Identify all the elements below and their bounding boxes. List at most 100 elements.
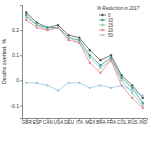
series-point bbox=[36, 21, 38, 23]
series-point bbox=[57, 89, 59, 91]
y-tick-label: 0.2 bbox=[12, 27, 19, 33]
series-point bbox=[142, 107, 144, 109]
series-point bbox=[25, 82, 27, 84]
series-point bbox=[99, 84, 101, 86]
series-point bbox=[67, 36, 69, 38]
x-tick-label: COL bbox=[117, 120, 127, 125]
series-point bbox=[142, 102, 144, 104]
series-point bbox=[67, 36, 69, 38]
legend-title: % Reduction in 2017 bbox=[97, 6, 140, 11]
series-point bbox=[46, 26, 48, 28]
x-tick-label: RUS bbox=[128, 120, 138, 125]
series-point bbox=[36, 24, 38, 26]
series-point bbox=[36, 24, 38, 26]
x-tick-label: BRA bbox=[96, 120, 106, 125]
x-tick-label: CAN bbox=[43, 120, 53, 125]
series-point bbox=[36, 26, 38, 28]
y-tick: 0 bbox=[16, 77, 22, 83]
series-point bbox=[99, 64, 101, 66]
series-point bbox=[89, 87, 91, 89]
series-point bbox=[120, 84, 122, 86]
x-tick-label: IND bbox=[139, 120, 148, 125]
series-line bbox=[26, 83, 143, 96]
y-tick: 0.1 bbox=[12, 52, 22, 58]
legend-swatch bbox=[99, 30, 106, 31]
legend-swatch bbox=[99, 20, 106, 21]
series-point bbox=[46, 29, 48, 31]
y-tick-label: 0.1 bbox=[12, 52, 19, 58]
x-tick: MEX bbox=[85, 118, 95, 125]
legend-marker bbox=[101, 34, 103, 36]
y-tick-mark bbox=[20, 105, 22, 106]
series-point bbox=[120, 84, 122, 86]
series-point bbox=[78, 36, 80, 38]
y-tick: 0.2 bbox=[12, 27, 22, 33]
series-point bbox=[131, 89, 133, 91]
series-point bbox=[25, 16, 27, 18]
series-point bbox=[25, 19, 27, 21]
x-tick: CAN bbox=[43, 118, 53, 125]
legend-marker bbox=[101, 24, 103, 26]
series-point bbox=[89, 62, 91, 64]
legend: % Reduction in 2017010152050 bbox=[97, 6, 140, 38]
series-point bbox=[131, 92, 133, 94]
x-tick-label: ESP bbox=[33, 120, 42, 125]
series-point bbox=[110, 87, 112, 89]
series-point bbox=[78, 41, 80, 43]
series-point bbox=[131, 84, 133, 86]
series-point bbox=[99, 67, 101, 69]
series-point bbox=[67, 82, 69, 84]
series-point bbox=[78, 41, 80, 43]
y-tick-mark bbox=[20, 55, 22, 56]
y-axis-line bbox=[20, 6, 23, 119]
series-point bbox=[46, 84, 48, 86]
x-tick: DEU bbox=[64, 118, 74, 125]
series-point bbox=[131, 97, 133, 99]
legend-swatch bbox=[99, 15, 106, 16]
x-tick-label: FRA bbox=[107, 120, 117, 125]
x-tick: ITA bbox=[76, 118, 84, 125]
legend-marker bbox=[101, 29, 103, 31]
x-tick: USA bbox=[54, 118, 64, 125]
series-point bbox=[78, 39, 80, 41]
x-tick: RUS bbox=[128, 118, 138, 125]
x-axis: GBRESPCANUSADEUITAMEXBRAFRACOLRUSIND bbox=[22, 118, 148, 125]
x-tick: FRA bbox=[107, 118, 117, 125]
x-tick: BRA bbox=[96, 118, 106, 125]
series-point bbox=[110, 59, 112, 61]
legend-marker bbox=[101, 19, 103, 21]
series-point bbox=[110, 59, 112, 61]
series-point bbox=[57, 26, 59, 28]
series-point bbox=[99, 72, 101, 74]
x-tick-label: MEX bbox=[85, 120, 95, 125]
legend-marker bbox=[101, 14, 103, 16]
chart: -0.100.10.2GBRESPCANUSADEUITAMEXBRAFRACO… bbox=[0, 0, 150, 142]
x-tick: IND bbox=[139, 118, 148, 125]
series-point bbox=[142, 104, 144, 106]
series-point bbox=[142, 94, 144, 96]
plot-area bbox=[25, 11, 144, 109]
series-point bbox=[142, 97, 144, 99]
x-tick-label: DEU bbox=[64, 120, 74, 125]
series-point bbox=[89, 49, 91, 51]
series-point bbox=[25, 11, 27, 13]
series-point bbox=[46, 26, 48, 28]
series-point bbox=[57, 26, 59, 28]
series-point bbox=[131, 87, 133, 89]
legend-swatch bbox=[99, 25, 106, 26]
series-point bbox=[110, 57, 112, 59]
series-line bbox=[26, 18, 143, 106]
x-tick: GBR bbox=[22, 118, 33, 125]
series-point bbox=[120, 79, 122, 81]
legend-label: 50 bbox=[108, 33, 114, 38]
y-axis: -0.100.10.2 bbox=[10, 6, 22, 119]
legend-swatch bbox=[99, 35, 106, 36]
series-point bbox=[57, 26, 59, 28]
series-point bbox=[46, 29, 48, 31]
x-tick-label: USA bbox=[54, 120, 64, 125]
series-point bbox=[36, 82, 38, 84]
x-tick: ESP bbox=[33, 118, 42, 125]
y-tick-mark bbox=[20, 30, 22, 31]
series-point bbox=[57, 24, 59, 26]
series-point bbox=[25, 14, 27, 16]
